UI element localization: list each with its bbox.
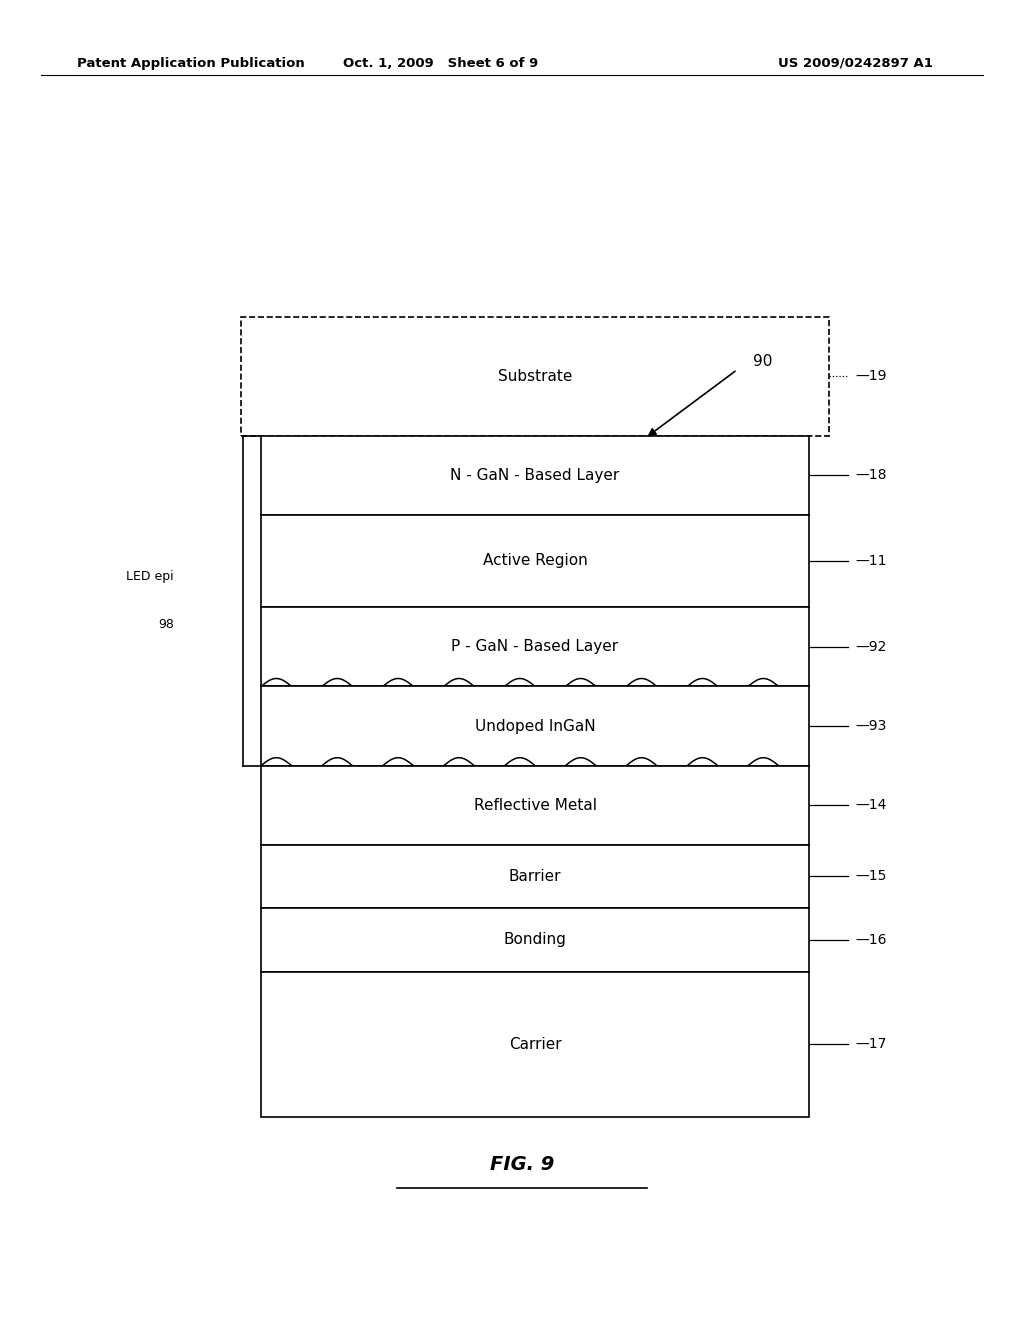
- Bar: [261, 845, 809, 908]
- Text: —92: —92: [855, 640, 887, 653]
- Text: Substrate: Substrate: [498, 368, 572, 384]
- Bar: [261, 515, 809, 607]
- Text: P - GaN - Based Layer: P - GaN - Based Layer: [452, 639, 618, 655]
- Text: Reflective Metal: Reflective Metal: [473, 797, 597, 813]
- Bar: [261, 607, 809, 686]
- Text: —14: —14: [855, 799, 887, 812]
- Bar: [261, 972, 809, 1117]
- Text: —93: —93: [855, 719, 887, 733]
- Text: —11: —11: [855, 554, 887, 568]
- Text: US 2009/0242897 A1: US 2009/0242897 A1: [778, 57, 933, 70]
- Text: LED epi: LED epi: [126, 570, 174, 583]
- Text: Bonding: Bonding: [504, 932, 566, 948]
- Text: FIG. 9: FIG. 9: [490, 1155, 554, 1173]
- Bar: [261, 766, 809, 845]
- Bar: [261, 908, 809, 972]
- Text: N - GaN - Based Layer: N - GaN - Based Layer: [451, 467, 620, 483]
- Text: Active Region: Active Region: [482, 553, 588, 569]
- Text: 90: 90: [753, 354, 772, 370]
- Text: Patent Application Publication: Patent Application Publication: [77, 57, 304, 70]
- Text: Carrier: Carrier: [509, 1036, 561, 1052]
- Text: 98: 98: [158, 618, 174, 631]
- Bar: [261, 686, 809, 766]
- Text: —15: —15: [855, 870, 887, 883]
- Text: Barrier: Barrier: [509, 869, 561, 884]
- Text: Undoped InGaN: Undoped InGaN: [475, 718, 595, 734]
- Text: —18: —18: [855, 469, 887, 482]
- Bar: [241, 317, 829, 436]
- Bar: [261, 436, 809, 515]
- Text: —17: —17: [855, 1038, 887, 1051]
- Text: Oct. 1, 2009   Sheet 6 of 9: Oct. 1, 2009 Sheet 6 of 9: [343, 57, 538, 70]
- Text: —19: —19: [855, 370, 887, 383]
- Text: —16: —16: [855, 933, 887, 946]
